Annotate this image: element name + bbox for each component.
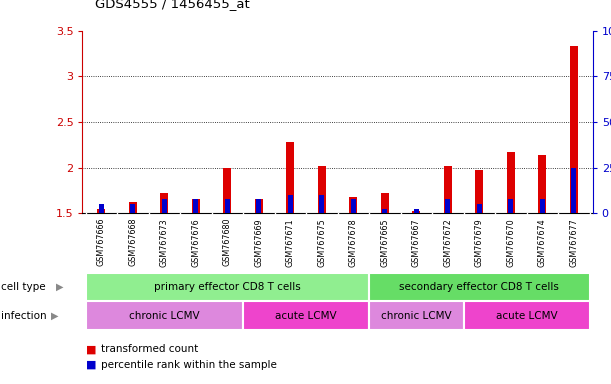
Bar	[162, 199, 167, 213]
Bar	[570, 46, 578, 213]
Text: ■: ■	[86, 360, 96, 370]
Bar	[86, 301, 243, 330]
Text: ▶: ▶	[56, 282, 64, 292]
Bar	[318, 166, 326, 213]
Bar	[475, 170, 483, 213]
Bar	[351, 199, 356, 213]
Text: GDS4555 / 1456455_at: GDS4555 / 1456455_at	[95, 0, 249, 10]
Text: ■: ■	[86, 344, 96, 354]
Bar	[99, 204, 104, 213]
Bar	[571, 167, 576, 213]
Bar	[445, 199, 450, 213]
Text: GSM767680: GSM767680	[223, 218, 232, 266]
Text: percentile rank within the sample: percentile rank within the sample	[101, 360, 277, 370]
Text: primary effector CD8 T cells: primary effector CD8 T cells	[154, 282, 301, 292]
Bar	[444, 166, 452, 213]
Text: GSM767669: GSM767669	[254, 218, 263, 266]
Text: transformed count: transformed count	[101, 344, 198, 354]
Bar	[540, 199, 545, 213]
Bar	[369, 301, 464, 330]
Text: GSM767675: GSM767675	[317, 218, 326, 266]
Bar	[349, 197, 357, 213]
Text: GSM767666: GSM767666	[97, 218, 106, 266]
Text: GSM767678: GSM767678	[349, 218, 358, 266]
Bar	[129, 202, 137, 213]
Text: chronic LCMV: chronic LCMV	[381, 311, 452, 321]
Bar	[288, 195, 293, 213]
Text: GSM767667: GSM767667	[412, 218, 421, 266]
Text: secondary effector CD8 T cells: secondary effector CD8 T cells	[400, 282, 559, 292]
Bar	[193, 199, 199, 213]
Text: GSM767673: GSM767673	[160, 218, 169, 266]
Text: acute LCMV: acute LCMV	[496, 311, 557, 321]
Bar	[225, 199, 230, 213]
Bar	[161, 193, 168, 213]
Bar	[192, 199, 200, 213]
Text: GSM767679: GSM767679	[475, 218, 484, 266]
Bar	[464, 301, 590, 330]
Text: chronic LCMV: chronic LCMV	[129, 311, 200, 321]
Bar	[130, 204, 136, 213]
Text: acute LCMV: acute LCMV	[276, 311, 337, 321]
Bar	[507, 152, 514, 213]
Bar	[369, 273, 590, 301]
Bar	[508, 199, 513, 213]
Text: GSM767677: GSM767677	[569, 218, 578, 266]
Bar	[287, 142, 295, 213]
Text: GSM767676: GSM767676	[191, 218, 200, 266]
Bar	[243, 301, 369, 330]
Bar	[97, 209, 105, 213]
Text: ▶: ▶	[51, 311, 58, 321]
Text: GSM767668: GSM767668	[128, 218, 137, 266]
Bar	[412, 211, 420, 213]
Text: infection: infection	[1, 311, 46, 321]
Bar	[414, 210, 419, 213]
Bar	[381, 193, 389, 213]
Bar	[538, 155, 546, 213]
Bar	[86, 273, 369, 301]
Bar	[382, 210, 387, 213]
Text: GSM767672: GSM767672	[444, 218, 452, 266]
Text: GSM767674: GSM767674	[538, 218, 547, 266]
Bar	[320, 195, 324, 213]
Text: GSM767665: GSM767665	[380, 218, 389, 266]
Text: GSM767670: GSM767670	[507, 218, 515, 266]
Bar	[256, 199, 262, 213]
Bar	[255, 199, 263, 213]
Bar	[477, 204, 482, 213]
Text: GSM767671: GSM767671	[286, 218, 295, 266]
Bar	[224, 167, 232, 213]
Text: cell type: cell type	[1, 282, 45, 292]
